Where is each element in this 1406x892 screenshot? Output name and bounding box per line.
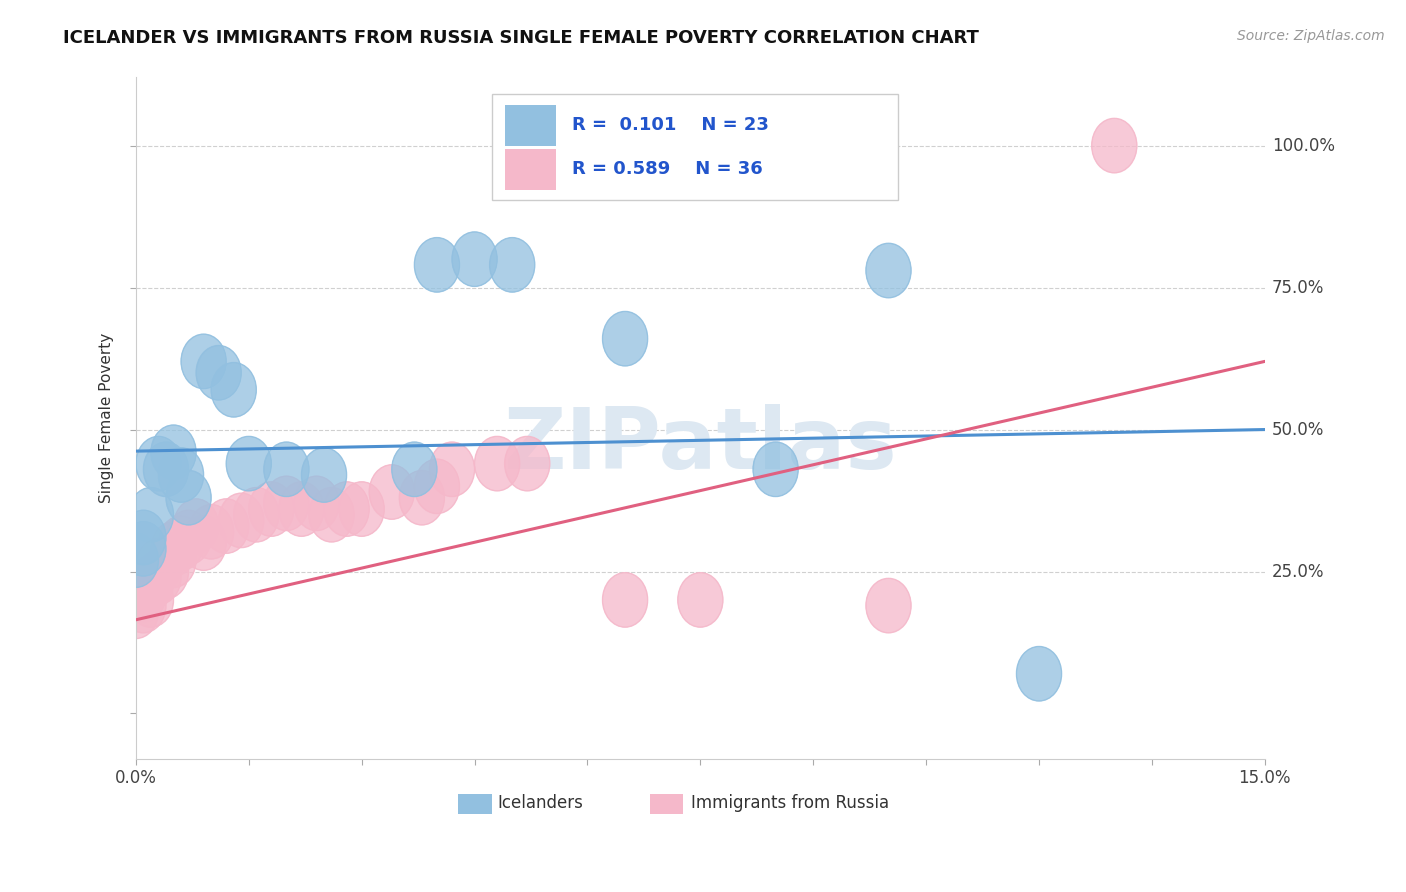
Ellipse shape bbox=[754, 442, 799, 497]
Ellipse shape bbox=[866, 578, 911, 632]
Ellipse shape bbox=[415, 237, 460, 292]
Ellipse shape bbox=[1017, 647, 1062, 701]
Bar bbox=[650, 794, 683, 814]
Ellipse shape bbox=[150, 522, 195, 576]
Ellipse shape bbox=[264, 476, 309, 531]
Text: 50.0%: 50.0% bbox=[1272, 420, 1324, 439]
Ellipse shape bbox=[121, 510, 166, 565]
Ellipse shape bbox=[339, 482, 384, 536]
Text: 100.0%: 100.0% bbox=[1272, 136, 1334, 154]
Ellipse shape bbox=[114, 584, 159, 639]
Ellipse shape bbox=[399, 470, 444, 525]
Text: R =  0.101    N = 23: R = 0.101 N = 23 bbox=[572, 116, 769, 134]
Ellipse shape bbox=[128, 573, 173, 627]
Ellipse shape bbox=[323, 482, 370, 536]
Ellipse shape bbox=[233, 487, 278, 542]
Ellipse shape bbox=[128, 487, 173, 542]
Bar bbox=[457, 794, 492, 814]
Ellipse shape bbox=[150, 425, 195, 480]
Ellipse shape bbox=[294, 476, 339, 531]
Ellipse shape bbox=[204, 499, 249, 553]
Ellipse shape bbox=[249, 482, 294, 536]
Ellipse shape bbox=[301, 448, 347, 502]
Ellipse shape bbox=[121, 561, 166, 615]
Ellipse shape bbox=[195, 345, 242, 400]
Ellipse shape bbox=[143, 544, 188, 599]
Ellipse shape bbox=[429, 442, 475, 497]
Ellipse shape bbox=[505, 436, 550, 491]
Ellipse shape bbox=[603, 311, 648, 366]
Text: 75.0%: 75.0% bbox=[1272, 278, 1324, 296]
Ellipse shape bbox=[415, 459, 460, 514]
Ellipse shape bbox=[392, 442, 437, 497]
Ellipse shape bbox=[475, 436, 520, 491]
Ellipse shape bbox=[136, 539, 181, 593]
Ellipse shape bbox=[264, 442, 309, 497]
Ellipse shape bbox=[678, 573, 723, 627]
Text: 25.0%: 25.0% bbox=[1272, 563, 1324, 581]
Bar bbox=[505, 149, 555, 190]
Ellipse shape bbox=[136, 436, 181, 491]
Ellipse shape bbox=[370, 465, 415, 519]
Ellipse shape bbox=[451, 232, 498, 286]
Text: Source: ZipAtlas.com: Source: ZipAtlas.com bbox=[1237, 29, 1385, 43]
Ellipse shape bbox=[866, 244, 911, 298]
Ellipse shape bbox=[159, 516, 204, 570]
Ellipse shape bbox=[128, 556, 173, 610]
Ellipse shape bbox=[173, 499, 219, 553]
Ellipse shape bbox=[159, 448, 204, 502]
Ellipse shape bbox=[181, 516, 226, 570]
Bar bbox=[505, 104, 555, 145]
Ellipse shape bbox=[181, 334, 226, 389]
Ellipse shape bbox=[136, 550, 181, 605]
Text: ICELANDER VS IMMIGRANTS FROM RUSSIA SINGLE FEMALE POVERTY CORRELATION CHART: ICELANDER VS IMMIGRANTS FROM RUSSIA SING… bbox=[63, 29, 979, 46]
Ellipse shape bbox=[143, 442, 188, 497]
Ellipse shape bbox=[121, 578, 166, 632]
Ellipse shape bbox=[121, 567, 166, 622]
Ellipse shape bbox=[1091, 119, 1137, 173]
Y-axis label: Single Female Poverty: Single Female Poverty bbox=[100, 333, 114, 503]
Ellipse shape bbox=[166, 470, 211, 525]
Ellipse shape bbox=[150, 533, 195, 588]
Ellipse shape bbox=[188, 505, 233, 559]
Ellipse shape bbox=[226, 436, 271, 491]
Text: ZIPatlas: ZIPatlas bbox=[503, 404, 897, 487]
Ellipse shape bbox=[121, 522, 166, 576]
Text: Immigrants from Russia: Immigrants from Russia bbox=[692, 794, 890, 813]
Text: Icelanders: Icelanders bbox=[498, 794, 583, 813]
Ellipse shape bbox=[114, 533, 159, 588]
Ellipse shape bbox=[278, 482, 323, 536]
Ellipse shape bbox=[489, 237, 534, 292]
Ellipse shape bbox=[211, 362, 256, 417]
Ellipse shape bbox=[166, 510, 211, 565]
Ellipse shape bbox=[309, 487, 354, 542]
FancyBboxPatch shape bbox=[492, 95, 898, 200]
Text: R = 0.589    N = 36: R = 0.589 N = 36 bbox=[572, 161, 762, 178]
Ellipse shape bbox=[603, 573, 648, 627]
Ellipse shape bbox=[219, 493, 264, 548]
